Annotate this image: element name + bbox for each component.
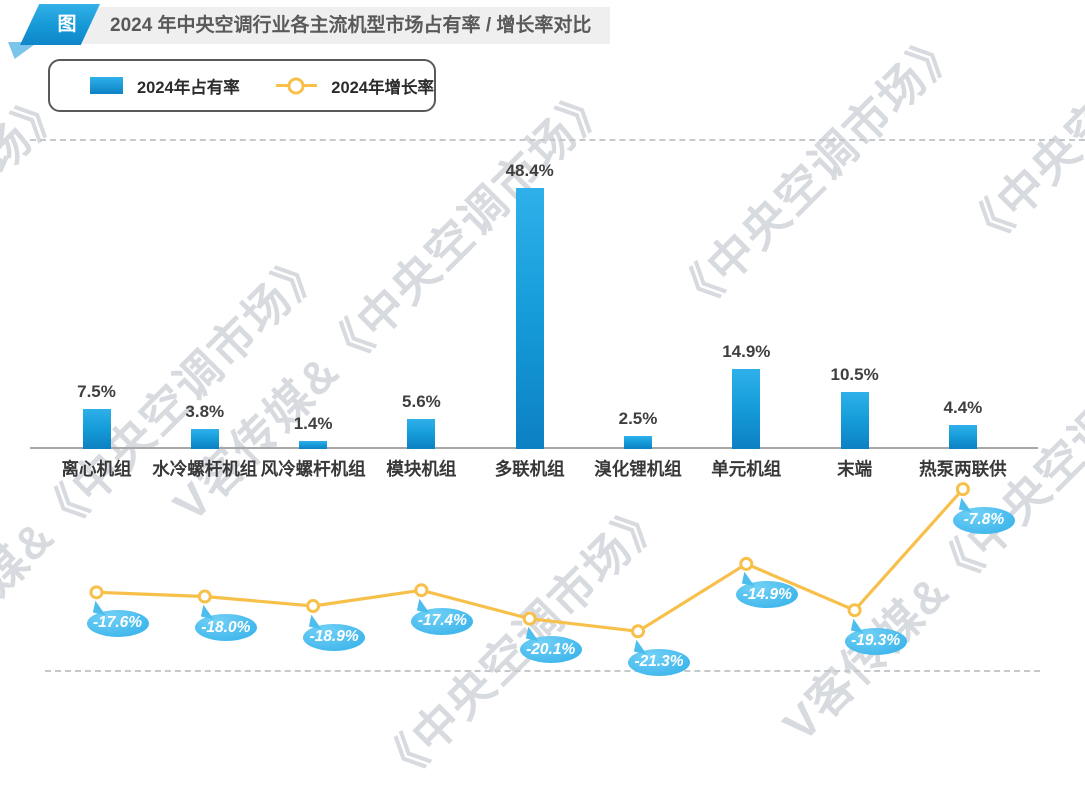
- bubble-tail-icon: [417, 598, 433, 613]
- bar-series-legend-label: 2024年占有率: [136, 78, 240, 97]
- line-marker-icon: [631, 624, 645, 639]
- legend: 2024年占有率 2024年增长率: [48, 59, 436, 112]
- category-label: 多联机组: [494, 459, 565, 479]
- bar-离心机组: [82, 408, 111, 449]
- bar-value-label: 2.5%: [618, 408, 658, 428]
- bar-value-label: 14.9%: [722, 341, 771, 361]
- category-label: 水冷螺杆机组: [152, 459, 258, 479]
- bar-风冷螺杆机组: [299, 441, 328, 449]
- bubble-tail-icon: [525, 626, 541, 642]
- bar-溴化锂机组: [624, 435, 652, 449]
- line-marker-icon: [739, 556, 754, 571]
- growth-value-bubble: -21.3%: [628, 639, 690, 676]
- bubble-tail-icon: [92, 600, 108, 616]
- bar-末端: [840, 392, 869, 449]
- growth-line: [96, 488, 965, 633]
- line-marker-icon: [287, 77, 305, 94]
- line-marker-icon: [414, 583, 429, 598]
- category-label: 离心机组: [61, 459, 132, 479]
- line-marker-icon: [522, 611, 537, 626]
- category-label: 单元机组: [711, 459, 782, 479]
- growth-value-label: -20.1%: [526, 640, 576, 658]
- bar-value-label: 4.4%: [943, 398, 983, 418]
- bar-多联机组: [515, 187, 544, 449]
- line-marker-icon: [847, 603, 862, 618]
- growth-value-bubble: -17.6%: [86, 600, 149, 637]
- growth-value-bubble: -20.1%: [519, 626, 582, 664]
- bar-value-label: 10.5%: [830, 365, 879, 385]
- growth-value-label: -21.3%: [634, 653, 684, 671]
- line-marker-icon: [306, 599, 321, 614]
- category-label: 风冷螺杆机组: [260, 459, 366, 479]
- growth-value-label: -18.9%: [309, 628, 359, 645]
- figure-badge-label: 图: [57, 14, 77, 35]
- bar-value-label: 5.6%: [402, 391, 441, 411]
- growth-value-bubble: -19.3%: [844, 618, 907, 655]
- growth-value-bubble: -14.9%: [736, 572, 799, 609]
- bubble-tail-icon: [742, 572, 758, 587]
- category-label: 溴化锂机组: [594, 459, 682, 479]
- line-series-swatch-icon: [275, 77, 318, 94]
- category-label: 热泵两联供: [919, 459, 1007, 479]
- bar-热泵两联供: [948, 425, 977, 449]
- top-dashed-separator: [30, 139, 1085, 141]
- bar-series-swatch-icon: [90, 77, 123, 94]
- bar-value-label: 48.4%: [505, 160, 554, 180]
- category-label: 末端: [837, 459, 873, 479]
- growth-value-label: -19.3%: [851, 632, 901, 650]
- bar-value-label: 3.8%: [185, 401, 225, 421]
- page-title: 2024 年中央空调行业各主流机型市场占有率 / 增长率对比: [58, 7, 610, 44]
- growth-value-bubble: -17.4%: [411, 598, 474, 635]
- category-label: 模块机组: [386, 459, 457, 479]
- bar-水冷螺杆机组: [190, 428, 219, 449]
- growth-value-label: -7.8%: [963, 511, 1005, 529]
- bottom-dashed-separator: [45, 670, 1040, 672]
- growth-value-label: -17.4%: [417, 612, 467, 630]
- bar-模块机组: [407, 418, 436, 449]
- bar-单元机组: [732, 368, 761, 449]
- growth-value-label: -14.9%: [742, 585, 792, 603]
- line-marker-icon: [197, 589, 212, 604]
- bubble-tail-icon: [633, 639, 650, 655]
- growth-value-label: -17.6%: [92, 614, 143, 632]
- growth-value-bubble: -18.0%: [194, 604, 257, 641]
- line-marker-icon: [955, 482, 970, 497]
- line-series-legend-label: 2024年增长率: [331, 78, 434, 97]
- bubble-tail-icon: [200, 604, 216, 620]
- growth-value-bubble: -7.8%: [952, 497, 1015, 534]
- bar-value-label: 7.5%: [77, 381, 116, 401]
- growth-value-label: -18.0%: [201, 618, 251, 636]
- bubble-tail-icon: [308, 614, 325, 629]
- bar-value-label: 1.4%: [293, 414, 333, 434]
- bubble-tail-icon: [850, 618, 866, 633]
- growth-line-chart: [89, 482, 970, 639]
- growth-value-bubble: -18.9%: [303, 614, 366, 651]
- bubble-tail-icon: [958, 497, 974, 512]
- line-marker-icon: [89, 585, 104, 600]
